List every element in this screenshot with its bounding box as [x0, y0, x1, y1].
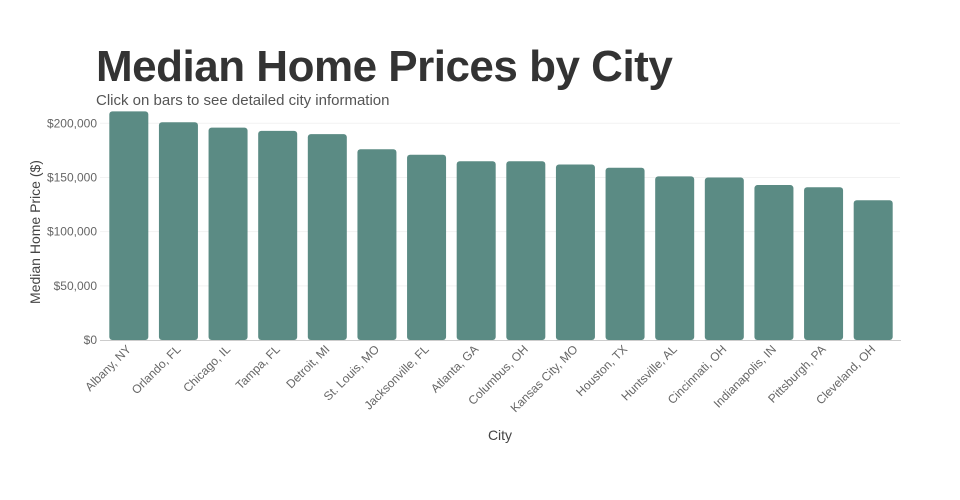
bar[interactable] [555, 164, 595, 340]
bar[interactable] [704, 177, 744, 340]
chart-title: Median Home Prices by City [96, 42, 673, 91]
x-tick-label: Albany, NY [82, 342, 134, 394]
bar[interactable] [357, 149, 397, 340]
bar[interactable] [506, 161, 546, 340]
x-axis-title: City [488, 427, 512, 443]
bar[interactable] [754, 185, 794, 340]
x-tick-label: Orlando, FL [129, 342, 184, 397]
bar[interactable] [407, 154, 447, 340]
y-tick-label: $100,000 [47, 225, 97, 239]
bar[interactable] [853, 200, 893, 340]
x-tick-label: Chicago, IL [180, 342, 233, 395]
x-tick-label: Atlanta, GA [428, 342, 481, 395]
bar[interactable] [307, 134, 347, 340]
y-tick-label: $200,000 [47, 116, 97, 130]
bar[interactable] [208, 127, 248, 340]
y-tick-label: $0 [84, 333, 98, 347]
bar[interactable] [605, 167, 645, 340]
bar[interactable] [109, 111, 149, 340]
chart-subtitle: Click on bars to see detailed city infor… [96, 92, 390, 109]
y-tick-label: $50,000 [54, 279, 98, 293]
bar[interactable] [158, 122, 198, 341]
bar[interactable] [456, 161, 496, 340]
bar[interactable] [258, 130, 298, 340]
x-tick-label: Tampa, FL [233, 342, 283, 392]
bar[interactable] [804, 187, 844, 340]
y-axis-title: Median Home Price ($) [27, 160, 43, 304]
x-tick-label: Detroit, MI [283, 342, 332, 391]
y-tick-label: $150,000 [47, 170, 97, 184]
bar[interactable] [655, 176, 695, 340]
